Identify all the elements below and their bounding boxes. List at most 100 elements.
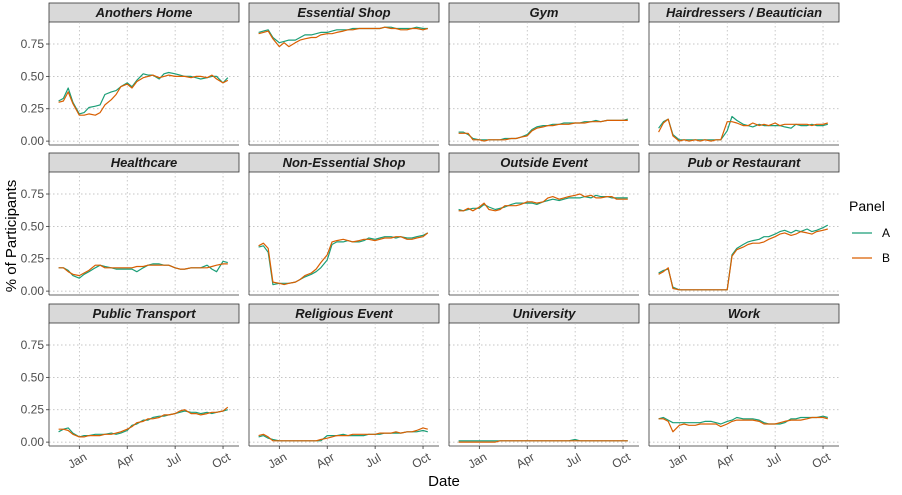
panel-pub-or-restaurant: Pub or Restaurant [648,152,840,296]
panel-strip-title: Outside Event [500,155,588,170]
series-line-a [458,118,628,141]
panel-outside-event: Outside Event [448,152,640,296]
panel-grid [449,172,639,295]
x-tick-label: Jul [163,451,183,471]
panel-hairdressers-beautician: Hairdressers / Beautician [648,2,840,146]
panel-strip [48,303,240,324]
panel-strip-title: Work [728,306,761,321]
panel-strip-title: Public Transport [92,306,196,321]
panel-public-transport: Public Transport [48,303,240,447]
x-tick-label: Oct [209,449,233,471]
panel-strip [648,152,840,173]
y-tick-label: 0.75 [21,187,45,201]
y-tick-label: 0.00 [21,435,45,449]
panel-strip-title: Anothers Home [95,5,193,20]
x-axis-title: Date [428,473,460,490]
panel-non-essential-shop: Non-Essential Shop [248,152,440,296]
panel-strip-title: Hairdressers / Beautician [666,5,822,20]
x-tick-label: Oct [609,449,633,471]
panel-strip [648,2,840,23]
panel-work: Work [648,303,840,447]
panel-strip-title: Essential Shop [297,5,390,20]
series-line-b [458,193,628,212]
panel-strip [448,2,640,23]
series-line-b [58,74,229,116]
y-tick-label: 0.50 [21,219,45,233]
y-tick-label: 0.50 [21,370,45,384]
x-tick-label: Jul [563,451,583,471]
y-tick-label: 0.75 [21,338,45,352]
legend-title: Panel [849,198,885,214]
series-line-b [258,232,429,286]
panel-grid [49,22,239,145]
x-tick-label: Jan [265,450,289,472]
y-axis-title: % of Participants [3,180,20,293]
panel-religious-event: Religious Event [248,303,440,447]
panel-strip-title: University [513,306,577,321]
series-line-a [258,26,428,44]
legend: Panel A B [849,198,890,265]
panel-strip-title: Gym [530,5,559,20]
legend-label-a: A [882,226,890,240]
x-tick-label: Oct [809,449,833,471]
y-tick-label: 0.25 [21,252,45,266]
x-tick-label: Apr [514,450,537,471]
y-tick-label: 0.75 [21,37,45,51]
series-line-a [658,115,828,141]
x-tick-label: Jan [465,450,489,472]
y-tick-label: 0.25 [21,102,45,116]
panel-strip [248,152,440,173]
x-tick-label: Oct [409,449,433,471]
panel-essential-shop: Essential Shop [248,2,440,146]
x-tick-label: Apr [114,450,137,471]
series-line-b [58,263,228,277]
series-line-a [658,224,829,291]
panel-strip-title: Pub or Restaurant [688,155,801,170]
x-axes: Jan Apr Jul Oct Jan Apr Jul Oct Jan Apr Jul Oct Jan A… [65,446,833,471]
panel-strip [448,303,640,324]
series-line-a [658,415,828,425]
panel-grid [249,323,439,446]
y-tick-label: 0.25 [21,403,45,417]
series-line-b [458,119,628,142]
panel-grid [649,22,839,145]
panel-strip [648,303,840,324]
x-tick-label: Jan [65,450,89,472]
facet-panels: Anothers Home Essential Shop Gym Hairdresse… [48,2,840,447]
panel-strip [48,2,240,23]
y-tick-label: 0.00 [21,134,45,148]
legend-label-b: B [882,251,890,265]
y-tick-label: 0.00 [21,284,45,298]
x-tick-label: Jan [665,450,689,472]
series-line-b [58,406,229,438]
panel-grid [249,172,439,295]
panel-anothers-home: Anothers Home [48,2,240,146]
panel-strip-title: Healthcare [111,155,177,170]
x-tick-label: Apr [314,450,337,471]
panel-gym: Gym [448,2,640,146]
panel-strip-title: Religious Event [295,306,393,321]
panel-grid [49,323,239,446]
series-line-a [58,260,228,279]
panel-grid [649,323,839,446]
series-line-b [258,427,428,442]
panel-strip-title: Non-Essential Shop [283,155,406,170]
panel-grid [49,172,239,295]
panel-grid [449,22,639,145]
panel-strip [48,152,240,173]
series-line-b [458,440,628,443]
panel-strip [248,2,440,23]
panel-strip [448,152,640,173]
series-line-b [658,118,828,142]
series-line-a [58,409,228,438]
series-line-b [658,416,828,433]
panel-healthcare: Healthcare [48,152,240,296]
y-axes: 0.00 0.25 0.50 0.75 0.00 0.25 0.50 0.75 0.00 0.25… [21,37,49,449]
panel-university: University [448,303,640,447]
x-tick-label: Apr [714,450,737,471]
panel-grid [449,323,639,446]
series-line-a [58,71,229,115]
panel-strip [248,303,440,324]
series-line-b [658,228,828,291]
